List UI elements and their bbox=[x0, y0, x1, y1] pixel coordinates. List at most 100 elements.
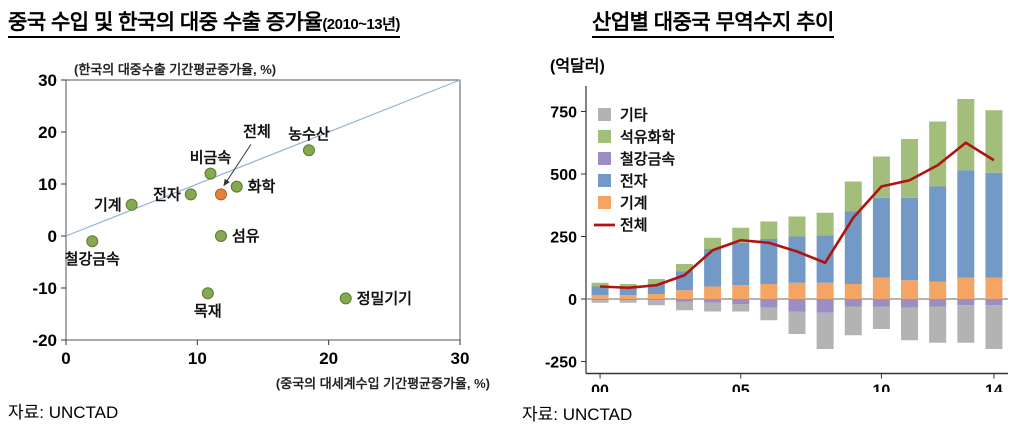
bar-segment bbox=[675, 299, 693, 302]
point-label: 전체 bbox=[243, 123, 271, 140]
bar-segment bbox=[901, 139, 919, 198]
scatter-point bbox=[125, 198, 138, 211]
bar-segment bbox=[929, 121, 947, 187]
point-label: 농수산 bbox=[288, 126, 330, 143]
bar-segment bbox=[704, 299, 722, 303]
bar-unit-label: (억달러) bbox=[550, 58, 605, 75]
bar-segment bbox=[732, 304, 750, 312]
x-tick-label: 20 bbox=[319, 349, 338, 368]
legend-label: 전체 bbox=[620, 217, 648, 234]
bar-segment bbox=[760, 221, 778, 239]
scatter-point bbox=[214, 230, 227, 242]
bar-segment bbox=[901, 299, 919, 308]
bar-segment bbox=[985, 277, 1003, 299]
bar-segment bbox=[788, 216, 806, 237]
y-tick-label: 20 bbox=[38, 123, 57, 142]
point-label: 섬유 bbox=[232, 228, 260, 245]
legend-label: 철강금속 bbox=[620, 150, 675, 168]
bar-segment bbox=[844, 306, 862, 336]
y-tick-label: 10 bbox=[38, 175, 57, 194]
y-tick-label: 250 bbox=[550, 230, 577, 247]
bar-segment bbox=[929, 299, 947, 307]
scatter-point bbox=[230, 180, 243, 193]
bar-segment bbox=[675, 290, 693, 299]
x-tick-label: 10 bbox=[188, 349, 207, 368]
legend-swatch bbox=[598, 130, 611, 143]
legend-swatch bbox=[598, 174, 611, 187]
legend-label: 전자 bbox=[620, 173, 648, 190]
scatter-point bbox=[339, 292, 352, 305]
bar-segment bbox=[647, 284, 665, 294]
bar-segment bbox=[732, 285, 750, 299]
y-tick-label: -20 bbox=[32, 331, 57, 350]
bar-segment bbox=[985, 305, 1003, 349]
bar-segment bbox=[619, 284, 637, 288]
legend-label: 석유화학 bbox=[620, 128, 675, 146]
bar-segment bbox=[732, 227, 750, 243]
bar-segment bbox=[760, 299, 778, 308]
legend-swatch bbox=[598, 196, 611, 209]
scatter-point bbox=[86, 235, 99, 248]
bar-segment bbox=[816, 212, 834, 236]
total-line bbox=[600, 141, 995, 290]
year-label: 00 bbox=[591, 383, 609, 393]
bar-segment bbox=[732, 299, 750, 304]
bar-segment bbox=[957, 305, 975, 343]
bar-segment bbox=[985, 110, 1003, 173]
point-label: 비금속 bbox=[190, 150, 232, 167]
bar-segment bbox=[844, 211, 862, 284]
y-tick-label: -250 bbox=[545, 355, 577, 372]
bar-segment bbox=[816, 299, 834, 313]
point-label: 기계 bbox=[94, 197, 122, 214]
scatter-title: 중국 수입 및 한국의 대중 수출 증가율(2010~13년) bbox=[8, 6, 518, 38]
bar-segment bbox=[675, 301, 693, 311]
bar-segment bbox=[704, 302, 722, 312]
point-label: 전자 bbox=[153, 186, 181, 203]
scatter-point bbox=[184, 188, 197, 201]
bar-segment bbox=[591, 282, 609, 287]
bar-segment bbox=[985, 172, 1003, 278]
bar-segment bbox=[844, 181, 862, 212]
bar-segment bbox=[844, 299, 862, 307]
bar-segment bbox=[732, 242, 750, 286]
scatter-point bbox=[204, 167, 217, 180]
scatter-point bbox=[302, 144, 315, 157]
bar-segment bbox=[872, 299, 890, 307]
scatter-title-underline: 중국 수입 및 한국의 대중 수출 증가율(2010~13년) bbox=[8, 11, 400, 38]
bar-segment bbox=[619, 295, 637, 299]
bar-segment bbox=[760, 284, 778, 299]
scatter-point bbox=[214, 188, 227, 201]
legend-label: 기계 bbox=[620, 195, 648, 212]
bar-panel: 산업별 대중국 무역수지 추이 (억달러) 750 500 250 0 -250 00 05… bbox=[520, 0, 1024, 425]
bar-segment bbox=[619, 300, 637, 303]
bar-segment bbox=[647, 299, 665, 301]
x-tick-label: 0 bbox=[61, 349, 70, 368]
bar-segment bbox=[872, 197, 890, 278]
point-label: 정밀기기 bbox=[357, 289, 412, 307]
bar-title: 산업별 대중국 무역수지 추이 bbox=[592, 6, 1024, 38]
year-label: 14 bbox=[985, 383, 1003, 393]
y-tick-label: 500 bbox=[550, 167, 577, 184]
year-label: 05 bbox=[732, 383, 750, 393]
bar-segment bbox=[957, 170, 975, 278]
bar-segment bbox=[872, 306, 890, 329]
y-tick-label: 0 bbox=[568, 292, 577, 309]
bar-title-text: 산업별 대중국 무역수지 추이 bbox=[592, 11, 834, 34]
diagonal-line bbox=[65, 79, 461, 237]
bar-title-underline: 산업별 대중국 무역수지 추이 bbox=[592, 11, 834, 38]
point-label: 화학 bbox=[248, 179, 276, 196]
bar-segment bbox=[929, 186, 947, 282]
bar-segment bbox=[957, 299, 975, 306]
bar-segment bbox=[647, 300, 665, 306]
bar-segment bbox=[704, 286, 722, 299]
bar-segment bbox=[816, 312, 834, 349]
bar-segment bbox=[816, 282, 834, 299]
bar-segment bbox=[760, 239, 778, 284]
scatter-panel: 중국 수입 및 한국의 대중 수출 증가율(2010~13년) 30 20 10 0-… bbox=[6, 0, 518, 423]
bar-segment bbox=[647, 279, 665, 284]
bar-segment bbox=[901, 280, 919, 299]
bar-segment bbox=[788, 236, 806, 283]
bar-segment bbox=[647, 294, 665, 299]
